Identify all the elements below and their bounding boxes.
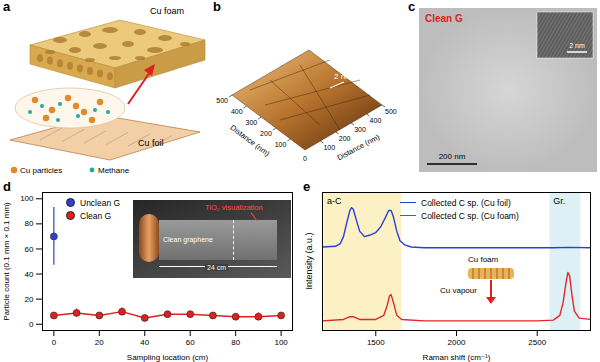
svg-text:80: 80 (25, 219, 34, 228)
svg-text:Cu particles: Cu particles (20, 166, 62, 175)
svg-text:500: 500 (216, 97, 228, 104)
svg-text:1500: 1500 (367, 338, 385, 347)
svg-text:40: 40 (25, 270, 34, 279)
html-text:b: b (213, 0, 221, 14)
html-text:c: c (408, 0, 416, 14)
html-text:Collected C sp. (Cu foam): Collected C sp. (Cu foam) (421, 210, 519, 221)
svg-text:2500: 2500 (528, 338, 546, 347)
svg-text:300: 300 (246, 119, 258, 126)
svg-text:2000: 2000 (448, 338, 466, 347)
html-text:Clean graphene: Clean graphene (163, 236, 213, 243)
svg-text:200: 200 (339, 135, 351, 142)
html-text:Cu foam: Cu foam (468, 255, 499, 264)
svg-text:0: 0 (52, 338, 57, 347)
svg-text:400: 400 (231, 108, 243, 115)
svg-text:60: 60 (186, 338, 195, 347)
svg-text:2 nm: 2 nm (569, 42, 585, 49)
svg-text:0: 0 (29, 320, 34, 329)
svg-text:100: 100 (323, 144, 335, 151)
html-text:Intensity (a.u.): Intensity (a.u.) (304, 232, 314, 290)
svg-text:Particle count (0.1 mm × 0.1 m: Particle count (0.1 mm × 0.1 mm) (2, 202, 11, 321)
html-text:Cu vapour: Cu vapour (440, 286, 477, 295)
svg-text:Gr.: Gr. (553, 196, 565, 206)
html-text:Collected C sp. (Cu foil): Collected C sp. (Cu foil) (421, 197, 511, 208)
svg-text:200 nm: 200 nm (439, 152, 466, 161)
svg-text:20: 20 (95, 338, 104, 347)
svg-text:200: 200 (260, 130, 272, 137)
html-text:Clean G: Clean G (80, 210, 112, 221)
svg-text:60: 60 (25, 245, 34, 254)
svg-text:Raman shift (cm⁻¹): Raman shift (cm⁻¹) (423, 353, 491, 362)
html-text:a: a (3, 0, 11, 14)
html-text:d: d (3, 179, 11, 194)
html-text:Unclean G: Unclean G (80, 197, 121, 208)
svg-text:100: 100 (275, 141, 287, 148)
svg-text:Clean G: Clean G (425, 13, 463, 24)
svg-text:Distance (nm): Distance (nm) (336, 132, 382, 162)
svg-text:a-C: a-C (327, 196, 342, 206)
svg-text:Distance (nm): Distance (nm) (229, 123, 272, 159)
svg-text:2 nm: 2 nm (334, 72, 352, 81)
svg-text:80: 80 (231, 338, 240, 347)
svg-text:Cu foil: Cu foil (138, 138, 164, 148)
svg-text:Methane: Methane (98, 166, 130, 175)
html-text:TiO₂ visualization: TiO₂ visualization (205, 203, 263, 212)
svg-text:0: 0 (303, 155, 307, 162)
svg-text:100: 100 (20, 194, 34, 203)
svg-text:500: 500 (385, 108, 397, 115)
svg-text:Sampling location (cm): Sampling location (cm) (127, 353, 209, 362)
svg-text:100: 100 (274, 338, 288, 347)
html-text:e: e (303, 179, 311, 194)
html-text:24 cm: 24 cm (207, 264, 227, 271)
svg-text:40: 40 (140, 338, 149, 347)
svg-text:20: 20 (25, 295, 34, 304)
svg-text:Cu foam: Cu foam (150, 6, 184, 16)
svg-text:300: 300 (354, 126, 366, 133)
svg-text:400: 400 (370, 117, 382, 124)
